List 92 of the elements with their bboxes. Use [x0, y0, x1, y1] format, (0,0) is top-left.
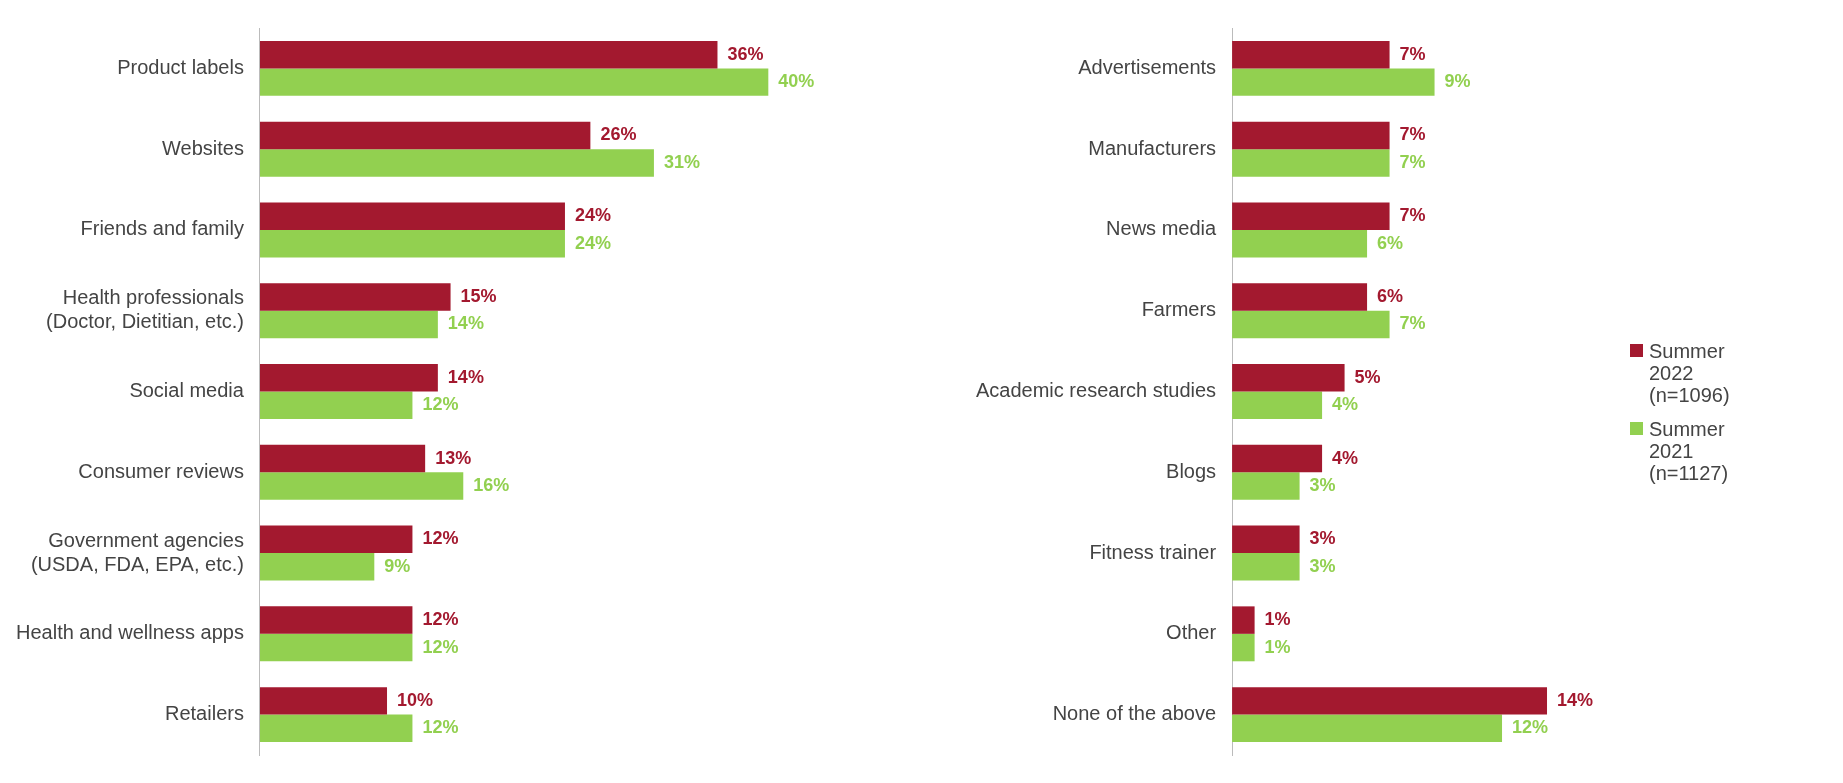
data-label: 3% — [1309, 474, 1336, 495]
y-tick-label: Manufacturers — [1088, 136, 1217, 159]
y-tick-label: Health and wellness apps — [16, 621, 244, 644]
bar — [1232, 149, 1390, 177]
data-label: 9% — [384, 555, 411, 576]
y-tick-label: Academic research studies — [976, 379, 1217, 402]
y-tick-label: Other — [1166, 621, 1217, 644]
bar — [259, 310, 438, 339]
data-label: 24% — [574, 205, 611, 226]
data-label: 12% — [422, 394, 459, 415]
bar — [259, 633, 413, 662]
data-label: 7% — [1399, 313, 1426, 334]
bar — [1232, 444, 1323, 473]
y-tick-label: Social media — [129, 379, 245, 402]
data-label: 3% — [1309, 528, 1336, 549]
y-tick-label: Friends and family — [80, 217, 244, 240]
y-tick-label: Retailers — [165, 702, 244, 725]
bar — [259, 472, 464, 500]
bar — [1232, 714, 1503, 743]
data-label: 4% — [1332, 447, 1359, 468]
data-label: 31% — [663, 151, 700, 172]
data-label: 14% — [447, 366, 484, 387]
bar — [1232, 687, 1548, 715]
bar — [259, 364, 438, 392]
data-label: 12% — [1512, 717, 1549, 738]
bar — [1232, 633, 1255, 662]
bar — [1232, 472, 1300, 500]
data-label: 6% — [1377, 232, 1404, 253]
bar — [259, 444, 426, 473]
data-label: 6% — [1377, 285, 1404, 306]
bar — [259, 553, 375, 581]
y-tick-label: Farmers — [1141, 298, 1217, 321]
bar — [259, 714, 413, 743]
y-tick-label: Advertisements — [1078, 55, 1217, 78]
data-label: 10% — [397, 689, 434, 710]
data-label: 12% — [422, 717, 459, 738]
data-label: 40% — [778, 71, 815, 92]
bar — [1232, 202, 1390, 230]
bar — [1232, 364, 1345, 392]
bar — [259, 40, 718, 69]
bar — [259, 283, 451, 311]
bar — [1232, 525, 1300, 554]
y-tick-label: News media — [1106, 217, 1217, 240]
bar — [259, 229, 565, 258]
data-label: 26% — [600, 124, 637, 145]
y-tick-label: Websites — [162, 136, 244, 159]
y-tick-label: None of the above — [1052, 702, 1217, 725]
y-tick-label: Fitness trainer — [1089, 540, 1217, 563]
data-label: 1% — [1264, 609, 1291, 630]
bar — [1232, 606, 1255, 634]
bar — [1232, 283, 1368, 311]
bar — [1232, 121, 1390, 150]
bar — [1232, 68, 1435, 96]
bar — [259, 391, 413, 419]
bar — [1232, 391, 1323, 419]
data-label: 4% — [1332, 394, 1359, 415]
legend-label: Summer 2022 (n=1096) — [1649, 340, 1730, 406]
data-label: 1% — [1264, 636, 1291, 657]
data-label: 14% — [1557, 689, 1594, 710]
data-label: 5% — [1354, 366, 1381, 387]
y-tick-label: Government agencies (USDA, FDA, EPA, etc.) — [30, 528, 244, 575]
data-label: 12% — [422, 636, 459, 657]
bar — [259, 68, 769, 96]
data-label: 24% — [574, 232, 611, 253]
y-tick-label: Consumer reviews — [78, 459, 244, 482]
bar — [259, 121, 591, 150]
bar — [1232, 40, 1390, 69]
data-label: 7% — [1399, 151, 1426, 172]
bar — [259, 149, 654, 177]
data-label: 12% — [422, 528, 459, 549]
data-label: 7% — [1399, 205, 1426, 226]
bar — [1232, 553, 1300, 581]
data-label: 13% — [435, 447, 472, 468]
bar — [259, 687, 388, 715]
data-label: 3% — [1309, 555, 1336, 576]
data-label: 12% — [422, 609, 459, 630]
data-label: 7% — [1399, 124, 1426, 145]
data-label: 9% — [1444, 71, 1471, 92]
data-label: 7% — [1399, 43, 1426, 64]
data-label: 15% — [460, 285, 497, 306]
data-label: 14% — [447, 313, 484, 334]
data-label: 36% — [727, 43, 764, 64]
bar — [259, 525, 413, 554]
y-tick-label: Blogs — [1166, 459, 1217, 482]
bar — [259, 202, 565, 230]
y-tick-label: Health professionals (Doctor, Dietitian, etc.) — [46, 286, 244, 333]
bar — [259, 606, 413, 634]
data-label: 16% — [473, 474, 510, 495]
legend-label: Summer 2021 (n=1127) — [1649, 418, 1730, 484]
bar — [1232, 229, 1368, 258]
bar — [1232, 310, 1390, 339]
y-tick-label: Product labels — [117, 55, 244, 78]
